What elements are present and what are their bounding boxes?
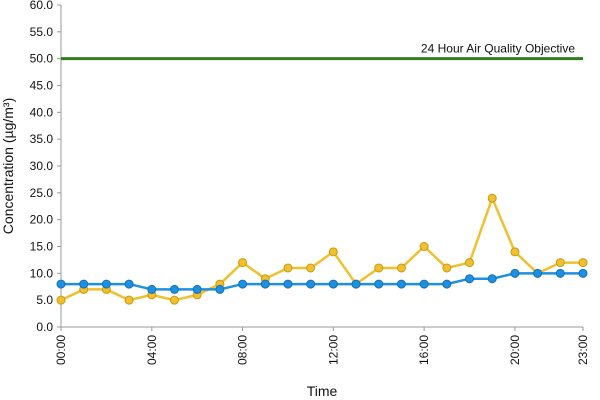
series-0-point <box>56 295 66 305</box>
series-0-point <box>124 295 134 305</box>
series-1-point <box>487 274 497 284</box>
y-tick-label: 20.0 <box>30 213 54 227</box>
series-1-point <box>192 284 202 294</box>
series-1-point <box>215 284 225 294</box>
x-tick-label: 16:00 <box>417 335 431 365</box>
series-1-point <box>555 268 565 278</box>
x-tick-label: 00:00 <box>54 335 68 365</box>
series-1-point <box>283 279 293 289</box>
series-0-point <box>442 263 452 273</box>
y-tick-label: 30.0 <box>30 159 54 173</box>
series-0-point <box>510 247 520 257</box>
series-1-point <box>306 279 316 289</box>
x-tick-label: 08:00 <box>236 335 250 365</box>
series-0-point <box>169 295 179 305</box>
y-tick-label: 60.0 <box>30 0 54 12</box>
series-1-point <box>510 268 520 278</box>
y-tick-label: 35.0 <box>30 132 54 146</box>
series-1-point <box>578 268 588 278</box>
x-tick-label: 23:00 <box>576 335 590 365</box>
y-tick-label: 25.0 <box>30 186 54 200</box>
series-layer <box>56 193 588 305</box>
series-1-point <box>419 279 429 289</box>
series-1-point <box>465 274 475 284</box>
series-0-point <box>487 193 497 203</box>
series-0-point <box>465 258 475 268</box>
series-1-point <box>442 279 452 289</box>
series-0-point <box>328 247 338 257</box>
series-0-point <box>238 258 248 268</box>
series-0-point <box>306 263 316 273</box>
objective-label: 24 Hour Air Quality Objective <box>421 42 575 56</box>
series-1-point <box>169 284 179 294</box>
series-line-1 <box>61 272 583 291</box>
series-0-point <box>578 258 588 268</box>
y-axis-title: Concentration (µg/m³) <box>0 98 16 234</box>
y-tick-label: 5.0 <box>36 293 53 307</box>
series-1-point <box>238 279 248 289</box>
x-tick-labels: 00:00 04:00 08:00 12:00 16:00 20:00 23:00 <box>54 327 590 365</box>
y-tick-label: 55.0 <box>30 25 54 39</box>
series-1-point <box>533 268 543 278</box>
series-1-point <box>374 279 384 289</box>
series-1-point <box>351 279 361 289</box>
series-0-point <box>419 242 429 251</box>
y-tick-labels: 0.0 5.0 10.0 15.0 20.0 25.0 30.0 35.0 40.0 45.0 50… <box>30 0 61 334</box>
y-tick-label: 45.0 <box>30 79 54 93</box>
x-tick-label: 20:00 <box>508 335 522 365</box>
y-tick-label: 10.0 <box>30 266 54 280</box>
series-0-point <box>555 258 565 268</box>
series-0-point <box>283 263 293 273</box>
x-tick-label: 12:00 <box>326 335 340 365</box>
y-tick-label: 15.0 <box>30 240 54 254</box>
objective-layer: 24 Hour Air Quality Objective <box>61 42 583 61</box>
x-axis-title: Time <box>307 383 338 399</box>
x-tick-label: 04:00 <box>145 335 159 365</box>
series-0-point <box>396 263 406 273</box>
series-1-point <box>147 284 157 294</box>
series-1-point <box>56 279 66 289</box>
series-1-point <box>328 279 338 289</box>
y-tick-label: 40.0 <box>30 105 54 119</box>
y-tick-label: 0.0 <box>36 320 53 334</box>
series-1-point <box>79 279 89 289</box>
series-1-point <box>101 279 111 289</box>
series-0-point <box>374 263 384 273</box>
series-1-point <box>124 279 134 289</box>
series-1-point <box>396 279 406 289</box>
y-tick-label: 50.0 <box>30 52 54 66</box>
series-1-point <box>260 279 270 289</box>
